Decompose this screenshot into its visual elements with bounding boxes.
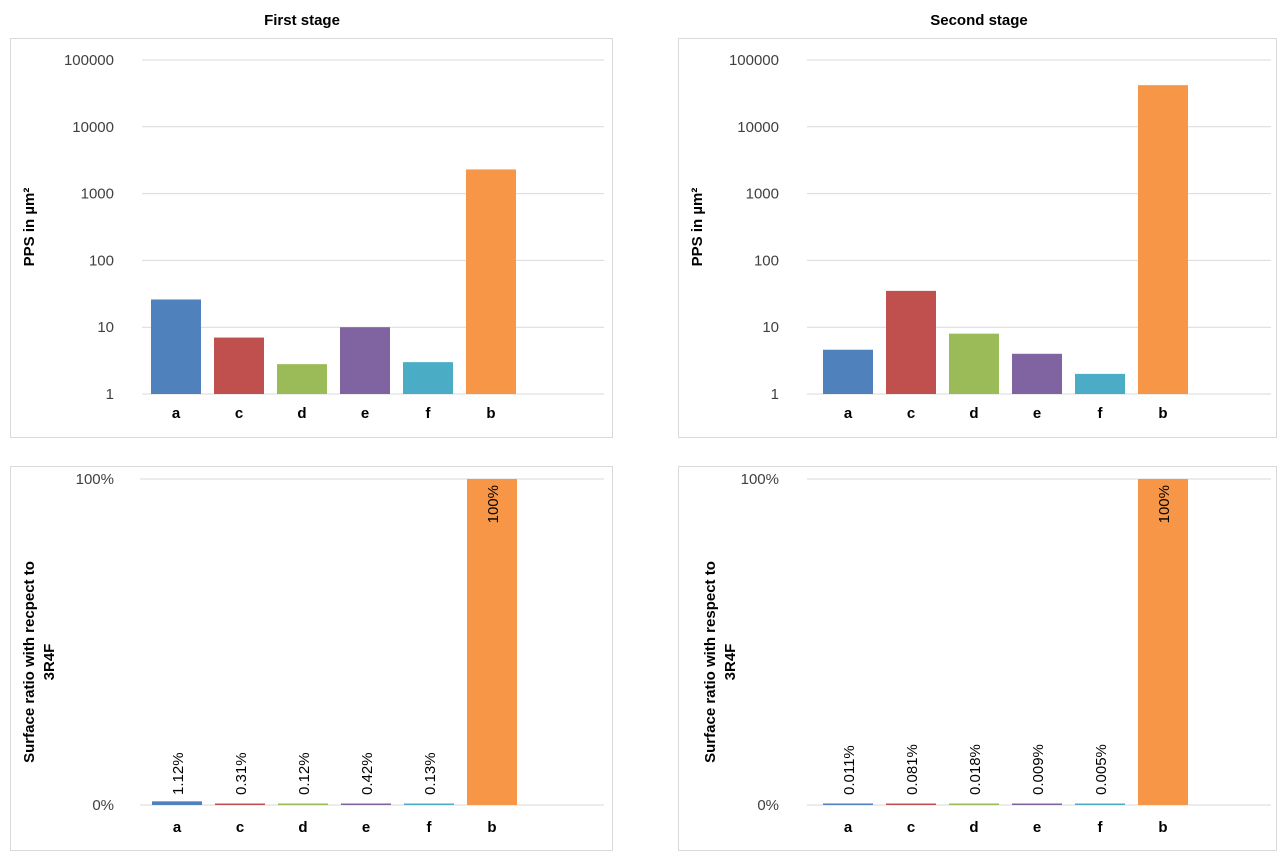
second-stage-title: Second stage — [930, 12, 1028, 29]
bar-c — [214, 337, 264, 394]
chart-ratio-second-stage-svg: 0% 100% Surface ratio with respect to 3R4F a… — [702, 471, 1271, 836]
bar-b — [1138, 479, 1188, 805]
data-label: 0.42% — [359, 752, 376, 795]
bar-f — [1075, 803, 1125, 805]
x-tick-label: e — [361, 405, 369, 422]
chart-ratio-first-stage-svg: 0% 100% Surface ratio with recpect to 3R4F a… — [21, 471, 604, 836]
y-tick-label: 100 — [89, 252, 114, 269]
y-tick-label: 10000 — [72, 119, 114, 136]
x-tick-label: f — [426, 405, 432, 422]
bar-e — [341, 803, 391, 805]
y-tick-label: 100% — [76, 471, 114, 488]
bar-d — [278, 803, 328, 805]
data-label: 100% — [1156, 485, 1173, 523]
y-tick-label: 1000 — [746, 186, 779, 203]
y-axis-title-line: 3R4F — [41, 644, 58, 681]
chart-pps-second-stage: 1 10 100 1000 10000 100000 PPS in µm² a c d e f b — [678, 38, 1277, 438]
y-axis-title: PPS in µm² — [689, 188, 706, 267]
bar-d — [949, 803, 999, 805]
bar-e — [1012, 353, 1062, 394]
y-tick-label: 100 — [754, 252, 779, 269]
x-tick-label: c — [236, 819, 244, 836]
bar-c — [886, 803, 936, 805]
x-tick-label: d — [297, 405, 306, 422]
x-tick-label: c — [907, 405, 915, 422]
data-label: 0.12% — [296, 752, 313, 795]
bar-e — [1012, 803, 1062, 805]
chart-ratio-first-stage: 0% 100% Surface ratio with recpect to 3R4F a… — [10, 466, 613, 851]
chart-pps-second-stage-svg: 1 10 100 1000 10000 100000 PPS in µm² a c d e f b — [689, 52, 1271, 422]
bar-a — [823, 803, 873, 805]
y-tick-label: 0% — [757, 797, 779, 814]
bar-f — [404, 803, 454, 805]
bar-f — [1075, 373, 1125, 394]
x-tick-label: e — [362, 819, 370, 836]
bar-b — [467, 479, 517, 805]
x-tick-label: a — [173, 819, 182, 836]
x-tick-label: f — [1098, 819, 1104, 836]
x-tick-label: d — [969, 819, 978, 836]
data-label: 0.31% — [233, 752, 250, 795]
bar-f — [403, 362, 453, 394]
y-tick-label: 100000 — [729, 52, 779, 69]
x-tick-label: c — [235, 405, 243, 422]
data-label: 0.081% — [904, 744, 921, 795]
y-tick-label: 0% — [92, 797, 114, 814]
chart-ratio-second-stage: 0% 100% Surface ratio with respect to 3R4F a… — [678, 466, 1277, 851]
bar-b — [1138, 85, 1188, 395]
y-tick-label: 100000 — [64, 52, 114, 69]
y-axis-title-line: Surface ratio with respect to — [702, 561, 719, 763]
bar-b — [466, 169, 516, 394]
y-tick-label: 100% — [741, 471, 779, 488]
x-tick-label: f — [1098, 405, 1104, 422]
y-axis-title-line: Surface ratio with recpect to — [21, 561, 38, 763]
x-tick-label: b — [487, 819, 496, 836]
x-tick-label: b — [486, 405, 495, 422]
x-tick-label: d — [969, 405, 978, 422]
x-tick-label: b — [1158, 405, 1167, 422]
y-tick-label: 10000 — [737, 119, 779, 136]
data-label: 0.005% — [1093, 744, 1110, 795]
y-axis-title-line: 3R4F — [722, 644, 739, 681]
x-tick-label: e — [1033, 405, 1041, 422]
data-label: 0.009% — [1030, 744, 1047, 795]
y-tick-label: 1 — [106, 386, 114, 403]
y-tick-label: 10 — [97, 319, 114, 336]
bar-a — [151, 299, 201, 394]
bar-d — [949, 333, 999, 394]
bar-c — [886, 290, 936, 394]
x-tick-label: c — [907, 819, 915, 836]
y-tick-label: 1000 — [81, 186, 114, 203]
bar-c — [215, 803, 265, 805]
x-tick-label: f — [427, 819, 433, 836]
y-axis-title: PPS in µm² — [21, 188, 38, 267]
chart-pps-first-stage-svg: 1 10 100 1000 10000 100000 PPS in µm² a c d e f b — [21, 52, 604, 422]
bar-a — [823, 349, 873, 394]
data-label: 100% — [485, 485, 502, 523]
x-tick-label: e — [1033, 819, 1041, 836]
bar-e — [340, 327, 390, 394]
x-tick-label: d — [298, 819, 307, 836]
y-tick-label: 10 — [762, 319, 779, 336]
chart-pps-first-stage: 1 10 100 1000 10000 100000 PPS in µm² a c d e f b — [10, 38, 613, 438]
data-label: 0.13% — [422, 752, 439, 795]
x-tick-label: b — [1158, 819, 1167, 836]
x-tick-label: a — [172, 405, 181, 422]
data-label: 1.12% — [170, 752, 187, 795]
y-tick-label: 1 — [771, 386, 779, 403]
data-label: 0.011% — [841, 745, 858, 795]
x-tick-label: a — [844, 405, 853, 422]
data-label: 0.018% — [967, 744, 984, 795]
bar-a — [152, 801, 202, 805]
x-tick-label: a — [844, 819, 853, 836]
first-stage-title: First stage — [264, 12, 340, 29]
bar-d — [277, 364, 327, 394]
